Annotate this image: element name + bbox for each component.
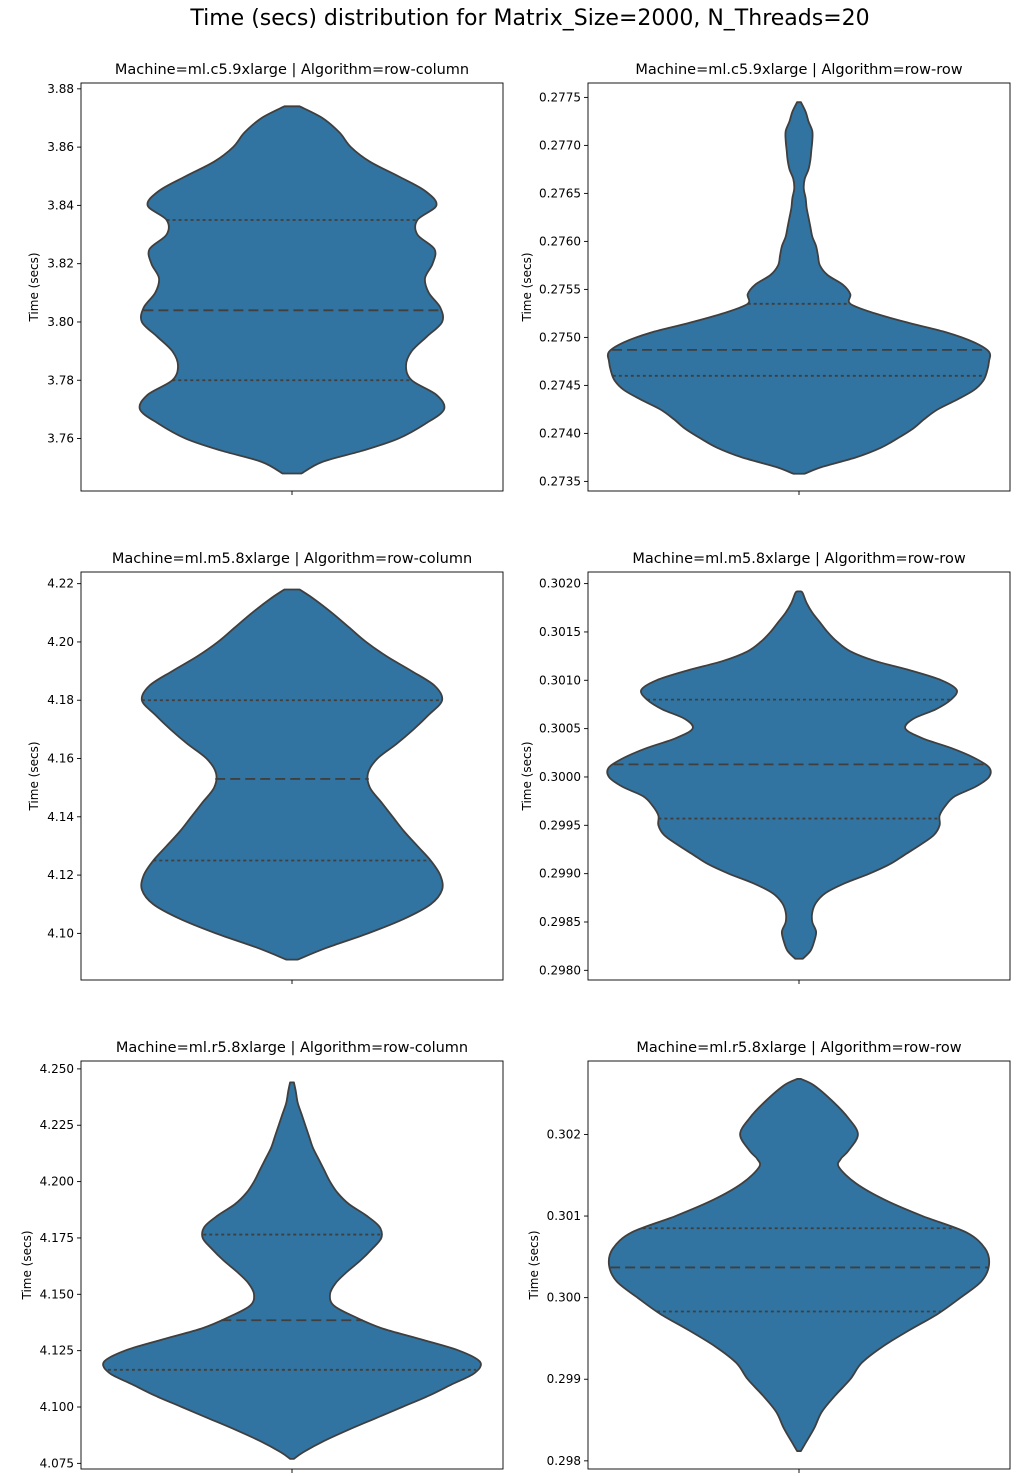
subplot-title: Machine=ml.r5.8xlarge | Algorithm=row-ro… — [636, 1040, 961, 1056]
y-tick-label: 0.2995 — [539, 818, 581, 832]
subplot-title: Machine=ml.c5.9xlarge | Algorithm=row-co… — [115, 62, 469, 78]
violin-body — [606, 101, 992, 475]
y-tick-label: 0.2740 — [539, 426, 581, 440]
y-tick-label: 3.80 — [47, 315, 74, 329]
y-tick-label: 4.200 — [40, 1175, 74, 1189]
y-tick-label: 0.3000 — [539, 770, 581, 784]
y-tick-label: 0.2765 — [539, 186, 581, 200]
y-tick-label: 0.3020 — [539, 577, 581, 591]
y-tick-label: 0.298 — [547, 1454, 581, 1468]
y-tick-label: 4.100 — [40, 1400, 74, 1414]
y-tick-label: 4.12 — [47, 868, 74, 882]
violin-body — [606, 590, 992, 960]
subplot-title: Machine=ml.m5.8xlarge | Algorithm=row-co… — [112, 551, 472, 567]
y-tick-label: 3.84 — [47, 198, 74, 212]
y-axis-label: Time (secs) — [520, 741, 534, 811]
y-axis-label: Time (secs) — [520, 252, 534, 322]
subplot-title: Machine=ml.c5.9xlarge | Algorithm=row-ro… — [635, 62, 962, 78]
violin-body — [102, 1081, 482, 1460]
y-tick-label: 0.2985 — [539, 915, 581, 929]
y-tick-label: 0.3005 — [539, 722, 581, 736]
subplot-3: 4.10 4.12 4.14 4.16 4.18 4.20 4.22 Machine=ml.m… — [27, 551, 504, 984]
y-tick-label: 0.301 — [547, 1209, 581, 1223]
y-tick-label: 0.2755 — [539, 282, 581, 296]
y-tick-label: 4.250 — [40, 1062, 74, 1076]
y-tick-label: 4.22 — [47, 577, 74, 591]
y-tick-label: 0.2770 — [539, 138, 581, 152]
y-axis-label: Time (secs) — [27, 252, 41, 322]
y-tick-label: 4.075 — [40, 1456, 74, 1470]
y-tick-label: 3.76 — [47, 432, 74, 446]
y-tick-label: 3.82 — [47, 257, 74, 271]
y-tick-label: 4.10 — [47, 926, 74, 940]
subplot-1: 3.76 3.78 3.80 3.82 3.84 3.86 3.88 Machine=ml.c… — [27, 62, 504, 495]
y-tick-label: 3.88 — [47, 82, 74, 96]
y-tick-label: 4.14 — [47, 810, 74, 824]
y-tick-label: 4.20 — [47, 635, 74, 649]
figure-title: Time (secs) distribution for Matrix_Size… — [190, 6, 870, 31]
y-tick-label: 0.2750 — [539, 330, 581, 344]
y-tick-label: 4.18 — [47, 693, 74, 707]
y-tick-label: 0.2775 — [539, 90, 581, 104]
y-tick-label: 0.2735 — [539, 474, 581, 488]
violin-body — [138, 105, 446, 475]
subplot-title: Machine=ml.r5.8xlarge | Algorithm=row-co… — [116, 1040, 468, 1056]
y-tick-label: 3.86 — [47, 140, 74, 154]
y-tick-label: 0.300 — [547, 1291, 581, 1305]
y-tick-label: 0.2760 — [539, 234, 581, 248]
y-tick-label: 4.150 — [40, 1287, 74, 1301]
violin-body — [140, 588, 444, 961]
subplot-6: 0.298 0.299 0.300 0.301 0.302 Machine=ml.r5.8… — [527, 1040, 1011, 1473]
y-tick-label: 0.3010 — [539, 673, 581, 687]
y-axis-label: Time (secs) — [27, 741, 41, 811]
subplot-title: Machine=ml.m5.8xlarge | Algorithm=row-ro… — [632, 551, 966, 567]
y-tick-label: 0.2990 — [539, 867, 581, 881]
y-tick-label: 4.16 — [47, 752, 74, 766]
y-axis-label: Time (secs) — [20, 1230, 34, 1300]
y-axis-label: Time (secs) — [527, 1230, 541, 1300]
subplot-4: 0.2980 0.2985 0.2990 0.2995 0.3000 0.3005 0.30… — [520, 551, 1011, 984]
y-tick-label: 0.299 — [547, 1372, 581, 1386]
y-tick-label: 4.125 — [40, 1344, 74, 1358]
violin-body — [607, 1078, 991, 1452]
y-tick-label: 4.225 — [40, 1118, 74, 1132]
y-tick-label: 0.2980 — [539, 963, 581, 977]
subplot-2: 0.2735 0.2740 0.2745 0.2750 0.2755 0.2760 0.27… — [520, 62, 1011, 495]
y-tick-label: 3.78 — [47, 373, 74, 387]
y-tick-label: 0.2745 — [539, 378, 581, 392]
y-tick-label: 4.175 — [40, 1231, 74, 1245]
y-tick-label: 0.3015 — [539, 625, 581, 639]
y-tick-label: 0.302 — [547, 1127, 581, 1141]
subplot-5: 4.075 4.100 4.125 4.150 4.175 4.200 4.225 4.250… — [20, 1040, 504, 1473]
